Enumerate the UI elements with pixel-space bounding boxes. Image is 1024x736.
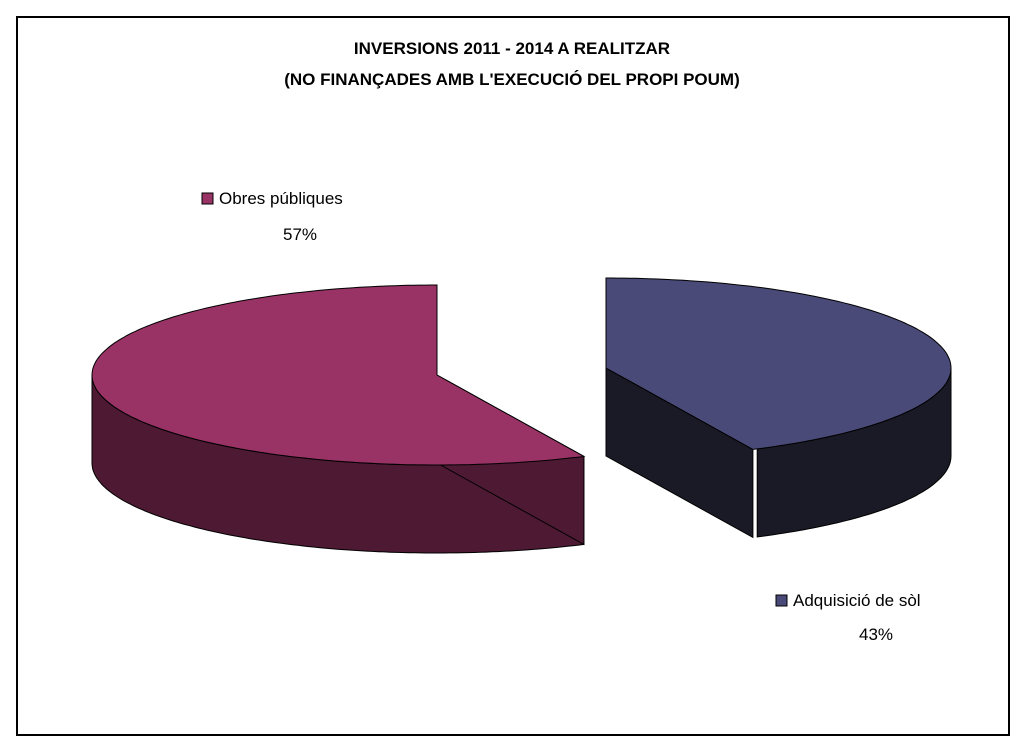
slice-percent-adquisicio-de-sol: 43%: [859, 625, 893, 644]
chart-title-line-2: (NO FINANÇADES AMB L'EXECUCIÓ DEL PROPI …: [284, 70, 740, 89]
legend-swatch-adquisicio-de-sol: [775, 594, 788, 607]
slice-label-adquisicio-de-sol: Adquisició de sòl: [793, 591, 921, 610]
pie-chart: INVERSIONS 2011 - 2014 A REALITZAR (NO F…: [91, 39, 952, 644]
slice-percent-obres-publiques: 57%: [283, 225, 317, 244]
pie-slice-1: [605, 277, 952, 539]
legend-swatch-obres-publiques: [201, 192, 214, 205]
pie-slice-top-1: [605, 277, 952, 450]
pie-slice-top-0: [91, 284, 586, 466]
pie-slice-0: [91, 284, 586, 554]
slice-label-obres-publiques: Obres públiques: [219, 189, 343, 208]
slices-layer: [91, 277, 952, 554]
chart-title-line-1: INVERSIONS 2011 - 2014 A REALITZAR: [354, 39, 670, 58]
